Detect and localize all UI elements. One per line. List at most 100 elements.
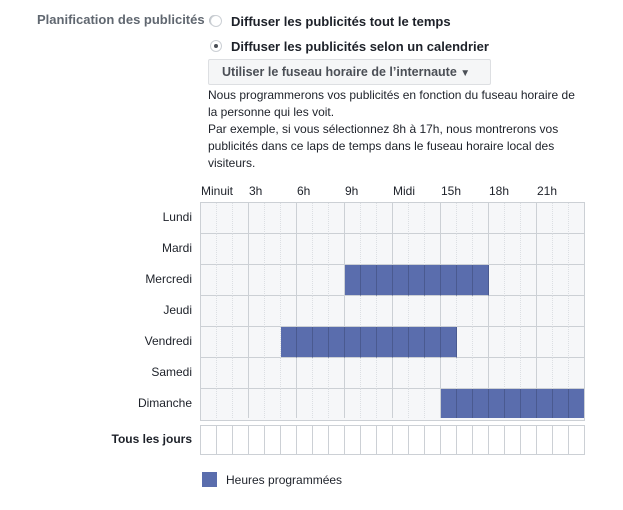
hour-cell[interactable] [313, 327, 329, 358]
all-days-hour-cell[interactable] [409, 426, 425, 454]
radio-schedule[interactable] [210, 40, 222, 52]
all-days-hour-cell[interactable] [569, 426, 585, 454]
hour-cell[interactable] [313, 265, 329, 296]
radio-always[interactable] [210, 15, 222, 27]
hour-cell[interactable] [233, 327, 249, 358]
hour-cell[interactable] [345, 389, 361, 418]
hour-cell[interactable] [569, 327, 584, 358]
hour-cell[interactable] [393, 327, 409, 358]
hour-cell[interactable] [537, 389, 553, 418]
hour-cell[interactable] [425, 265, 441, 296]
all-days-hour-cell[interactable] [201, 426, 217, 454]
hour-cell[interactable] [217, 296, 233, 327]
hour-cell[interactable] [281, 265, 297, 296]
hour-cell[interactable] [553, 296, 569, 327]
hour-cell[interactable] [521, 265, 537, 296]
hour-cell[interactable] [345, 296, 361, 327]
hour-cell[interactable] [377, 296, 393, 327]
hour-cell[interactable] [281, 234, 297, 265]
hour-cell[interactable] [233, 234, 249, 265]
hour-cell[interactable] [249, 265, 265, 296]
hour-cell[interactable] [233, 358, 249, 389]
hour-cell[interactable] [377, 358, 393, 389]
hour-cell[interactable] [489, 358, 505, 389]
timezone-dropdown[interactable]: Utiliser le fuseau horaire de l’internau… [208, 59, 491, 85]
day-label-samedi[interactable]: Samedi [151, 365, 192, 379]
hour-cell[interactable] [505, 327, 521, 358]
hour-cell[interactable] [521, 358, 537, 389]
hour-cell[interactable] [425, 296, 441, 327]
hour-cell[interactable] [425, 234, 441, 265]
hour-cell[interactable] [441, 389, 457, 418]
hour-cell[interactable] [505, 265, 521, 296]
hour-cell[interactable] [489, 327, 505, 358]
all-days-hour-cell[interactable] [297, 426, 313, 454]
hour-cell[interactable] [233, 296, 249, 327]
hour-cell[interactable] [361, 327, 377, 358]
hour-cell[interactable] [233, 389, 249, 418]
all-days-hour-cell[interactable] [217, 426, 233, 454]
hour-cell[interactable] [249, 234, 265, 265]
hour-cell[interactable] [521, 234, 537, 265]
hour-cell[interactable] [361, 296, 377, 327]
hour-cell[interactable] [377, 203, 393, 234]
hour-cell[interactable] [441, 327, 457, 358]
all-days-hour-cell[interactable] [393, 426, 409, 454]
hour-cell[interactable] [217, 358, 233, 389]
hour-cell[interactable] [249, 358, 265, 389]
hour-cell[interactable] [249, 296, 265, 327]
hour-cell[interactable] [265, 203, 281, 234]
hour-cell[interactable] [457, 327, 473, 358]
hour-cell[interactable] [281, 327, 297, 358]
hour-cell[interactable] [329, 389, 345, 418]
hour-cell[interactable] [393, 358, 409, 389]
hour-cell[interactable] [313, 389, 329, 418]
hour-cell[interactable] [313, 296, 329, 327]
option-schedule-label[interactable]: Diffuser les publicités selon un calendr… [231, 39, 489, 54]
hour-cell[interactable] [569, 389, 584, 418]
hour-cell[interactable] [217, 389, 233, 418]
hour-cell[interactable] [537, 265, 553, 296]
hour-cell[interactable] [345, 234, 361, 265]
hour-cell[interactable] [505, 358, 521, 389]
hour-cell[interactable] [489, 265, 505, 296]
hour-cell[interactable] [409, 296, 425, 327]
hour-cell[interactable] [217, 234, 233, 265]
hour-cell[interactable] [473, 265, 489, 296]
hour-cell[interactable] [361, 358, 377, 389]
all-days-hour-cell[interactable] [361, 426, 377, 454]
hour-cell[interactable] [265, 358, 281, 389]
hour-cell[interactable] [297, 389, 313, 418]
all-days-hour-cell[interactable] [521, 426, 537, 454]
day-label-jeudi[interactable]: Jeudi [163, 303, 192, 317]
hour-cell[interactable] [281, 203, 297, 234]
hour-cell[interactable] [297, 327, 313, 358]
hour-cell[interactable] [281, 389, 297, 418]
all-days-hour-cell[interactable] [377, 426, 393, 454]
all-days-hour-cell[interactable] [425, 426, 441, 454]
hour-cell[interactable] [569, 203, 584, 234]
hour-cell[interactable] [313, 203, 329, 234]
hour-cell[interactable] [409, 389, 425, 418]
hour-cell[interactable] [201, 358, 217, 389]
hour-cell[interactable] [297, 296, 313, 327]
hour-cell[interactable] [441, 358, 457, 389]
hour-cell[interactable] [569, 358, 584, 389]
hour-cell[interactable] [393, 296, 409, 327]
hour-cell[interactable] [201, 234, 217, 265]
hour-cell[interactable] [201, 296, 217, 327]
hour-cell[interactable] [425, 389, 441, 418]
day-label-vendredi[interactable]: Vendredi [144, 334, 192, 348]
hour-cell[interactable] [345, 265, 361, 296]
hour-cell[interactable] [409, 327, 425, 358]
all-days-hour-cell[interactable] [265, 426, 281, 454]
hour-cell[interactable] [553, 203, 569, 234]
day-label-lundi[interactable]: Lundi [162, 210, 192, 224]
hour-cell[interactable] [537, 234, 553, 265]
hour-cell[interactable] [457, 358, 473, 389]
hour-cell[interactable] [233, 265, 249, 296]
day-label-dimanche[interactable]: Dimanche [137, 396, 192, 410]
hour-cell[interactable] [409, 234, 425, 265]
hour-cell[interactable] [521, 296, 537, 327]
hour-cell[interactable] [537, 358, 553, 389]
